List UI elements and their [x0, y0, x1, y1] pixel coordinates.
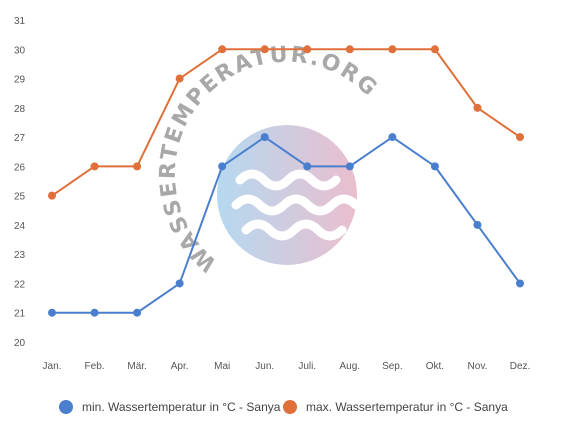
y-tick-label: 20: [14, 338, 26, 349]
y-tick-label: 30: [14, 45, 26, 56]
data-point[interactable]: [430, 162, 439, 171]
y-tick-label: 22: [14, 279, 26, 290]
data-point[interactable]: [303, 45, 312, 54]
watermark-logo: WASSERTEMPERATUR.ORG: [156, 42, 381, 276]
data-point[interactable]: [345, 45, 354, 54]
x-tick-label: Sep.: [382, 361, 403, 372]
x-tick-label: Jan.: [43, 361, 62, 372]
data-point[interactable]: [48, 191, 56, 200]
x-tick-label: Aug.: [340, 361, 361, 372]
data-point[interactable]: [516, 279, 524, 288]
legend: min. Wassertemperatur in °C - Sanya max. …: [59, 400, 508, 414]
legend-item[interactable]: max. Wassertemperatur in °C - Sanya: [283, 400, 508, 414]
data-point[interactable]: [260, 45, 269, 54]
x-tick-label: Jun.: [255, 361, 274, 372]
y-axis: 20 21 22 23 24 25 26 27 28 29 30 31: [14, 16, 26, 349]
y-tick-label: 26: [14, 162, 26, 173]
series-max: [48, 45, 524, 200]
legend-label: min. Wassertemperatur in °C - Sanya: [82, 400, 281, 414]
data-point[interactable]: [473, 103, 482, 112]
watermark-circle: [217, 125, 357, 265]
x-tick-label: Dez.: [510, 361, 531, 372]
series-line: [51, 48, 521, 197]
x-tick-label: Juli.: [298, 361, 316, 372]
x-tick-label: Okt.: [426, 361, 444, 372]
x-tick-label: Mär.: [127, 361, 146, 372]
data-point[interactable]: [473, 220, 482, 229]
data-point[interactable]: [218, 162, 227, 171]
wave-icon: [241, 219, 347, 241]
data-point[interactable]: [430, 45, 439, 54]
series-min: [48, 133, 524, 317]
data-point[interactable]: [90, 308, 99, 317]
y-tick-label: 28: [14, 104, 26, 115]
data-point[interactable]: [133, 162, 142, 171]
data-point[interactable]: [175, 74, 184, 83]
legend-label: max. Wassertemperatur in °C - Sanya: [306, 400, 508, 414]
x-tick-label: Feb.: [85, 361, 105, 372]
x-tick-label: Mai: [214, 361, 230, 372]
y-tick-label: 29: [14, 75, 26, 86]
data-point[interactable]: [48, 308, 56, 317]
data-point[interactable]: [90, 162, 99, 171]
y-tick-label: 23: [14, 250, 26, 261]
x-axis: Jan. Feb. Mär. Apr. Mai Jun. Juli. Aug. Sep. Okt.…: [43, 361, 531, 372]
x-tick-label: Nov.: [468, 361, 488, 372]
wave-icon: [235, 169, 341, 191]
wave-icon: [231, 194, 361, 216]
series-line: [52, 136, 521, 314]
data-point[interactable]: [388, 45, 397, 54]
data-point[interactable]: [345, 162, 354, 171]
y-tick-label: 27: [14, 133, 26, 144]
data-point[interactable]: [260, 133, 269, 142]
legend-item[interactable]: min. Wassertemperatur in °C - Sanya: [59, 400, 281, 414]
y-tick-label: 31: [14, 16, 26, 27]
data-point[interactable]: [218, 45, 227, 54]
data-point[interactable]: [388, 133, 397, 142]
data-point[interactable]: [175, 279, 184, 288]
y-tick-label: 25: [14, 192, 26, 203]
y-tick-label: 21: [14, 309, 26, 320]
legend-marker-icon: [59, 400, 73, 414]
data-point[interactable]: [133, 308, 142, 317]
data-point[interactable]: [303, 162, 312, 171]
y-tick-label: 24: [14, 221, 26, 232]
x-tick-label: Apr.: [171, 361, 189, 372]
legend-marker-icon: [283, 400, 297, 414]
series-layer: [48, 45, 524, 317]
data-point[interactable]: [516, 133, 524, 142]
